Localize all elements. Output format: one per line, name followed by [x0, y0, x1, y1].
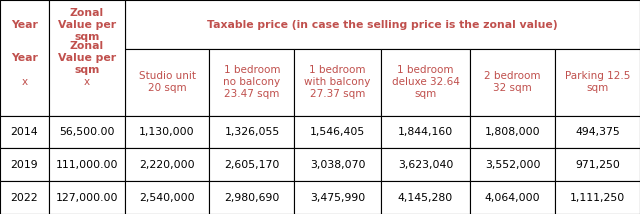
- Text: 111,000.00: 111,000.00: [56, 160, 118, 170]
- Text: Year: Year: [11, 20, 38, 30]
- Bar: [49, 181, 125, 214]
- Text: 1,326,055: 1,326,055: [225, 127, 280, 137]
- Text: 127,000.00: 127,000.00: [56, 193, 118, 203]
- Text: 1,111,250: 1,111,250: [570, 193, 625, 203]
- Text: 2022: 2022: [11, 193, 38, 203]
- Bar: [294, 116, 381, 149]
- Bar: [470, 116, 555, 149]
- Bar: [0, 181, 49, 214]
- Text: x: x: [84, 77, 90, 88]
- Text: 2 bedroom
32 sqm: 2 bedroom 32 sqm: [484, 71, 541, 94]
- Bar: [125, 149, 209, 181]
- Bar: [0, 0, 49, 116]
- Bar: [470, 181, 555, 214]
- Text: 3,552,000: 3,552,000: [485, 160, 540, 170]
- Text: Parking 12.5
sqm: Parking 12.5 sqm: [565, 71, 630, 94]
- Bar: [555, 149, 640, 181]
- Bar: [294, 49, 381, 116]
- Text: Taxable price (in case the selling price is the zonal value): Taxable price (in case the selling price…: [207, 20, 557, 30]
- Text: 2,220,000: 2,220,000: [140, 160, 195, 170]
- Bar: [294, 149, 381, 181]
- Text: 1,808,000: 1,808,000: [484, 127, 540, 137]
- Text: 2,980,690: 2,980,690: [224, 193, 280, 203]
- Bar: [209, 149, 294, 181]
- Text: 2,605,170: 2,605,170: [224, 160, 280, 170]
- Text: 971,250: 971,250: [575, 160, 620, 170]
- Bar: [49, 0, 125, 116]
- Bar: [381, 116, 470, 149]
- Text: 1 bedroom
deluxe 32.64
sqm: 1 bedroom deluxe 32.64 sqm: [392, 65, 460, 100]
- Bar: [0, 0, 49, 116]
- Bar: [555, 181, 640, 214]
- Bar: [470, 49, 555, 116]
- Bar: [470, 149, 555, 181]
- Text: 1,844,160: 1,844,160: [398, 127, 453, 137]
- Text: 1,546,405: 1,546,405: [310, 127, 365, 137]
- Text: Year: Year: [11, 53, 38, 63]
- Bar: [381, 149, 470, 181]
- Bar: [49, 149, 125, 181]
- Text: 2014: 2014: [11, 127, 38, 137]
- Bar: [0, 116, 49, 149]
- Text: 2019: 2019: [11, 160, 38, 170]
- Text: 2,540,000: 2,540,000: [140, 193, 195, 203]
- Text: 1 bedroom
with balcony
27.37 sqm: 1 bedroom with balcony 27.37 sqm: [305, 65, 371, 100]
- Bar: [125, 116, 209, 149]
- Text: x: x: [21, 77, 28, 88]
- Bar: [294, 181, 381, 214]
- Bar: [125, 49, 209, 116]
- Text: 56,500.00: 56,500.00: [59, 127, 115, 137]
- Text: 1 bedroom
no balcony
23.47 sqm: 1 bedroom no balcony 23.47 sqm: [223, 65, 280, 100]
- Bar: [381, 49, 470, 116]
- Text: Zonal
Value per
sqm: Zonal Value per sqm: [58, 8, 116, 42]
- Bar: [49, 116, 125, 149]
- Text: 4,145,280: 4,145,280: [398, 193, 453, 203]
- Text: 3,475,990: 3,475,990: [310, 193, 365, 203]
- Bar: [555, 49, 640, 116]
- Text: Zonal
Value per
sqm: Zonal Value per sqm: [58, 41, 116, 75]
- Bar: [49, 0, 125, 116]
- Bar: [555, 116, 640, 149]
- Text: 4,064,000: 4,064,000: [484, 193, 540, 203]
- Text: Studio unit
20 sqm: Studio unit 20 sqm: [138, 71, 195, 94]
- Bar: [209, 49, 294, 116]
- Bar: [209, 116, 294, 149]
- Bar: [125, 0, 640, 49]
- Bar: [381, 181, 470, 214]
- Text: 3,623,040: 3,623,040: [398, 160, 453, 170]
- Bar: [0, 149, 49, 181]
- Bar: [125, 181, 209, 214]
- Text: 3,038,070: 3,038,070: [310, 160, 365, 170]
- Text: 1,130,000: 1,130,000: [140, 127, 195, 137]
- Text: 494,375: 494,375: [575, 127, 620, 137]
- Bar: [209, 181, 294, 214]
